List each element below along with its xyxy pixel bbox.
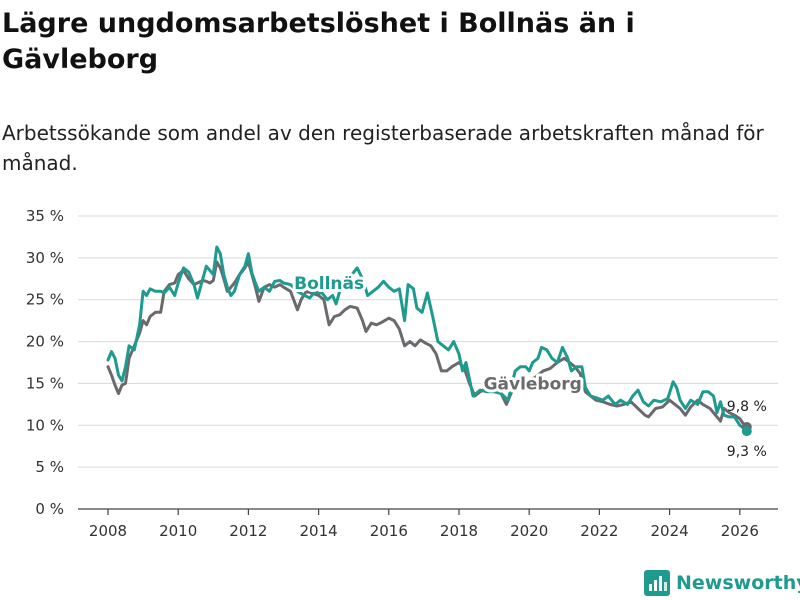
series-name-halo: Bollnäs bbox=[294, 274, 364, 294]
x-tick-label: 2012 bbox=[229, 522, 267, 540]
series-line-gavleborg bbox=[106, 260, 749, 429]
end-value-label: 9,3 % bbox=[727, 444, 767, 460]
x-tick-label: 2016 bbox=[370, 522, 408, 540]
y-tick-label: 20 % bbox=[26, 333, 64, 351]
newsworthy-bars-icon bbox=[644, 570, 670, 596]
end-point-marker bbox=[741, 426, 752, 437]
series-line-bollnas bbox=[106, 245, 749, 433]
x-tick-label: 2010 bbox=[159, 522, 197, 540]
x-tick-label: 2018 bbox=[440, 522, 478, 540]
series-layer bbox=[106, 245, 752, 437]
x-tick-label: 2014 bbox=[300, 522, 338, 540]
series-name-label: Bollnäs bbox=[294, 274, 364, 294]
x-tick-label: 2020 bbox=[510, 522, 548, 540]
chart-title: Lägre ungdomsarbetslöshet i Bollnäs än i… bbox=[2, 8, 635, 75]
y-tick-label: 10 % bbox=[26, 416, 64, 434]
y-axis: 0 % 5 % 10 % 15 % 20 % 25 % 30 % 35 % bbox=[26, 207, 64, 518]
x-tick-label: 2026 bbox=[721, 522, 759, 540]
y-tick-label: 30 % bbox=[26, 249, 64, 267]
x-axis: 2008 2010 2012 2014 2016 2018 2020 2022 2024 2026 bbox=[78, 508, 778, 540]
y-tick-label: 15 % bbox=[26, 374, 64, 392]
newsworthy-logo: Newsworthy bbox=[644, 568, 800, 598]
end-value-label: 9,8 % bbox=[727, 399, 767, 415]
y-tick-label: 25 % bbox=[26, 291, 64, 309]
x-tick-label: 2024 bbox=[651, 522, 689, 540]
y-tick-label: 0 % bbox=[35, 500, 64, 518]
x-tick-label: 2008 bbox=[89, 522, 127, 540]
y-tick-label: 5 % bbox=[35, 458, 64, 476]
x-tick-label: 2022 bbox=[580, 522, 618, 540]
series-name-label: Gävleborg bbox=[484, 374, 582, 394]
newsworthy-logo-text: Newsworthy bbox=[676, 572, 800, 594]
series-name-halo: Gävleborg bbox=[484, 374, 582, 394]
chart-subtitle: Arbetssökande som andel av den registerb… bbox=[2, 121, 764, 175]
gridlines bbox=[78, 215, 778, 468]
y-tick-label: 35 % bbox=[26, 207, 64, 225]
